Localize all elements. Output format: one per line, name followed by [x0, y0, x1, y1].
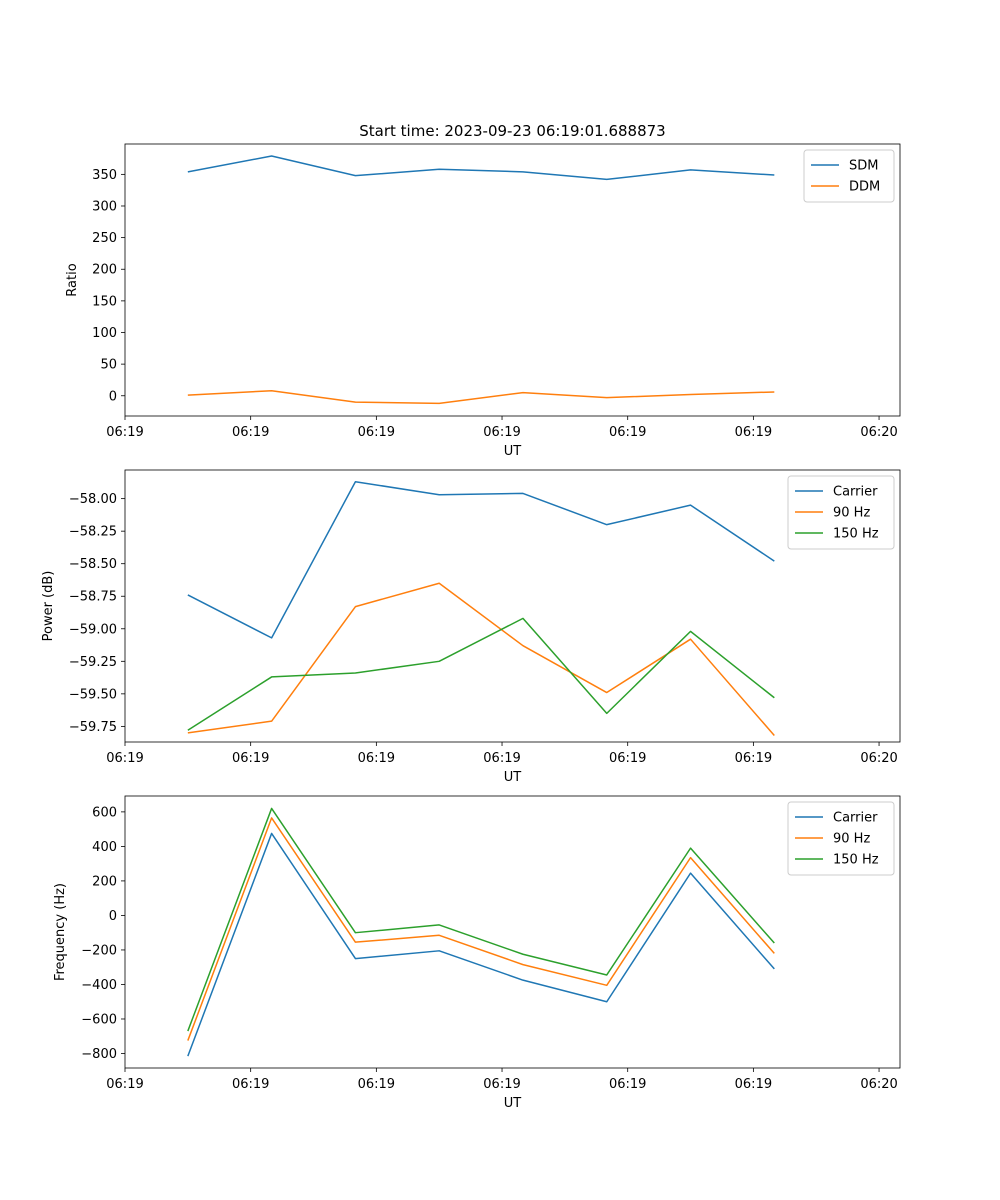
axes-frame: [124, 469, 901, 743]
y-tick-label: 50: [100, 358, 117, 373]
legend-label-150-hz: 150 Hz: [833, 853, 879, 868]
series-line-sdm: [187, 155, 775, 181]
series-line-90-hz: [187, 817, 775, 1041]
y-tick-label: 0: [109, 389, 117, 404]
x-tick-label: 06:19: [106, 751, 143, 766]
chart-title: Start time: 2023-09-23 06:19:01.688873: [359, 122, 665, 140]
subplot-3: 06:19 06:19 06:19 06:19 06:19 06:19 06:20 −800 −…: [53, 795, 901, 1111]
x-tick-label: 06:19: [609, 425, 646, 440]
x-tick-label: 06:19: [358, 425, 395, 440]
y-tick-label: 150: [92, 294, 117, 309]
y-tick-label: −59.50: [69, 687, 117, 702]
y-axis-label: Frequency (Hz): [53, 883, 68, 981]
x-tick-label: 06:19: [483, 1077, 520, 1092]
series-line-150-hz: [187, 617, 775, 731]
y-tick-label: 200: [92, 874, 117, 889]
y-tick-label: 250: [92, 231, 117, 246]
subplot-2: 06:19 06:19 06:19 06:19 06:19 06:19 06:20 −58.0…: [41, 469, 901, 785]
y-tick-label: 600: [92, 805, 117, 820]
x-tick-label: 06:19: [232, 425, 269, 440]
legend-label-carrier: Carrier: [833, 485, 878, 500]
x-axis-label: UT: [504, 1096, 522, 1111]
legend-label-150-hz: 150 Hz: [833, 527, 879, 542]
y-tick-label: 0: [109, 909, 117, 924]
legend-label-carrier: Carrier: [833, 811, 878, 826]
series-line-150-hz: [187, 807, 775, 1032]
x-tick-label: 06:20: [860, 1077, 897, 1092]
y-tick-label: −59.00: [69, 622, 117, 637]
series-line-carrier: [187, 832, 775, 1057]
x-tick-label: 06:19: [735, 1077, 772, 1092]
x-tick-label: 06:19: [483, 751, 520, 766]
x-tick-label: 06:19: [232, 751, 269, 766]
x-tick-label: 06:19: [358, 1077, 395, 1092]
x-tick-label: 06:19: [483, 425, 520, 440]
x-tick-label: 06:19: [106, 425, 143, 440]
y-tick-label: −800: [81, 1047, 117, 1062]
y-tick-label: −59.75: [69, 720, 117, 735]
x-axis-label: UT: [504, 444, 522, 459]
x-tick-label: 06:20: [860, 425, 897, 440]
y-axis-label: Power (dB): [41, 571, 56, 642]
subplot-1: 06:19 06:19 06:19 06:19 06:19 06:19 06:20 0 50 10…: [65, 143, 901, 459]
legend-label-90-hz: 90 Hz: [833, 506, 870, 521]
y-axis-label: Ratio: [65, 263, 80, 296]
y-tick-label: −58.75: [69, 590, 117, 605]
subplots-container: 06:19 06:19 06:19 06:19 06:19 06:19 06:20 0 50 10…: [41, 143, 901, 1111]
x-axis-label: UT: [504, 770, 522, 785]
y-tick-label: −58.50: [69, 557, 117, 572]
y-tick-label: −400: [81, 978, 117, 993]
legend: Carrier 90 Hz 150 Hz: [787, 801, 895, 876]
series-line-90-hz: [187, 582, 775, 736]
legend: SDM DDM: [803, 149, 895, 203]
y-tick-label: −58.00: [69, 492, 117, 507]
axes-frame: [124, 143, 901, 417]
legend-box: [803, 149, 895, 203]
x-tick-label: 06:19: [735, 751, 772, 766]
series-line-ddm: [187, 389, 775, 405]
legend-label-ddm: DDM: [849, 180, 880, 195]
y-tick-label: −600: [81, 1012, 117, 1027]
y-tick-label: −200: [81, 943, 117, 958]
series-line-carrier: [187, 480, 775, 639]
x-tick-label: 06:19: [735, 425, 772, 440]
x-tick-label: 06:19: [106, 1077, 143, 1092]
legend: Carrier 90 Hz 150 Hz: [787, 475, 895, 550]
x-tick-label: 06:19: [609, 751, 646, 766]
y-tick-label: −59.25: [69, 655, 117, 670]
legend-label-90-hz: 90 Hz: [833, 832, 870, 847]
x-tick-label: 06:19: [358, 751, 395, 766]
y-tick-label: 400: [92, 840, 117, 855]
x-tick-label: 06:20: [860, 751, 897, 766]
y-tick-label: 200: [92, 263, 117, 278]
x-tick-label: 06:19: [232, 1077, 269, 1092]
y-tick-label: −58.25: [69, 525, 117, 540]
y-tick-label: 350: [92, 168, 117, 183]
legend-box: [787, 801, 895, 876]
legend-box: [787, 475, 895, 550]
legend-label-sdm: SDM: [849, 159, 878, 174]
x-tick-label: 06:19: [609, 1077, 646, 1092]
y-tick-label: 300: [92, 199, 117, 214]
y-tick-label: 100: [92, 326, 117, 341]
axes-frame: [124, 795, 901, 1069]
